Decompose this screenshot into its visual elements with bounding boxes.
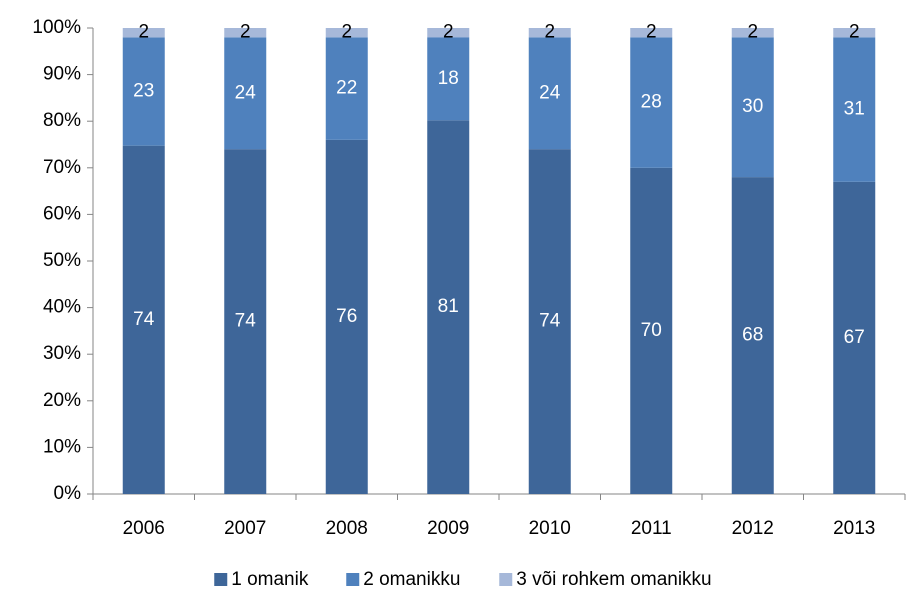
bar-segment <box>224 37 267 150</box>
data-label: 67 <box>844 327 865 348</box>
data-label: 28 <box>641 92 662 113</box>
x-tick-label: 2006 <box>123 518 165 539</box>
data-label: 2 <box>747 22 758 43</box>
bar-segment <box>630 167 673 495</box>
x-tick-label: 2011 <box>631 518 672 539</box>
x-tick-label: 2010 <box>529 518 571 539</box>
x-tick-label: 2007 <box>224 518 266 539</box>
data-label: 74 <box>539 311 561 332</box>
data-label: 74 <box>133 309 155 330</box>
legend-swatch <box>214 573 228 586</box>
bar-segment <box>122 37 165 146</box>
legend-label: 3 või rohkem omanikku <box>516 569 711 590</box>
data-label: 81 <box>438 296 459 317</box>
data-label: 24 <box>235 82 257 103</box>
bar-segment <box>224 28 267 38</box>
data-label: 18 <box>438 68 459 89</box>
bar-segment <box>833 28 876 38</box>
bar-segment <box>325 37 368 140</box>
data-label: 22 <box>336 78 357 99</box>
data-label: 30 <box>742 96 763 117</box>
data-label: 76 <box>336 306 357 327</box>
bar-segment <box>731 37 774 178</box>
data-label: 2 <box>138 22 149 43</box>
data-label: 2 <box>240 22 251 43</box>
legend-label: 1 omanik <box>231 569 309 590</box>
bar-segment <box>122 145 165 495</box>
y-tick-label: 90% <box>43 64 81 85</box>
x-tick-label: 2008 <box>326 518 368 539</box>
legend-label: 2 omanikku <box>363 569 460 590</box>
legend-swatch <box>499 573 513 586</box>
bar-segment <box>122 28 165 38</box>
y-tick-label: 80% <box>43 110 81 131</box>
data-label: 2 <box>443 22 454 43</box>
y-tick-label: 50% <box>43 250 81 271</box>
legend-swatch <box>346 573 360 586</box>
data-label: 2 <box>646 22 657 43</box>
data-label: 2 <box>849 22 860 43</box>
bar-segment <box>731 177 774 494</box>
data-label: 2 <box>544 22 555 43</box>
bar-segment <box>528 28 571 38</box>
bar-segment <box>325 139 368 494</box>
bar-segment <box>325 28 368 38</box>
data-label: 70 <box>641 320 662 341</box>
data-label: 24 <box>539 82 561 103</box>
y-tick-label: 0% <box>54 483 82 504</box>
y-tick-label: 70% <box>43 157 81 178</box>
y-tick-label: 20% <box>43 390 81 411</box>
y-tick-label: 10% <box>43 436 81 457</box>
bar-segment <box>427 37 470 121</box>
bar-segment <box>427 120 470 495</box>
x-tick-label: 2013 <box>833 518 875 539</box>
data-label: 74 <box>235 311 257 332</box>
y-tick-label: 100% <box>32 17 81 38</box>
bar-segment <box>630 37 673 168</box>
bar-segment <box>224 149 267 494</box>
y-tick-label: 40% <box>43 297 81 318</box>
data-label: 23 <box>133 81 154 102</box>
bar-segment <box>731 28 774 38</box>
data-label: 2 <box>341 22 352 43</box>
data-label: 68 <box>742 325 763 346</box>
y-tick-label: 60% <box>43 203 81 224</box>
bar-segment <box>528 149 571 494</box>
bar-segment <box>528 37 571 150</box>
bar-segment <box>630 28 673 38</box>
x-tick-label: 2012 <box>732 518 774 539</box>
bar-segment <box>833 37 876 182</box>
y-tick-label: 30% <box>43 343 81 364</box>
bar-segment <box>427 28 470 38</box>
data-label: 31 <box>844 99 865 120</box>
x-tick-label: 2009 <box>427 518 469 539</box>
bar-segment <box>833 181 876 494</box>
